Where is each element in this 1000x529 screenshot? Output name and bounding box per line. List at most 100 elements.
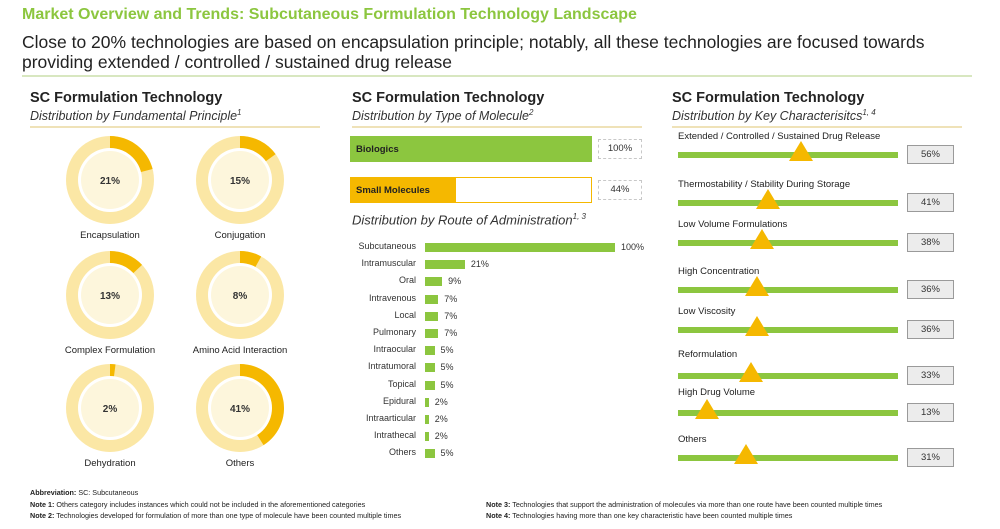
donut-complex-formulation: 13% [66,251,154,339]
molecule-panel-subtitle: Distribution by Type of Molecule2 [352,108,534,124]
route-category-label: Oral [398,275,416,286]
characteristic-marker [745,276,770,296]
page-title: Market Overview and Trends: Subcutaneous… [22,6,637,23]
characteristic-value-label: 36% [907,280,954,299]
characteristic-track [678,410,898,416]
route-value-label: 7% [444,293,458,304]
route-bar [425,415,429,424]
route-bar [425,243,615,252]
route-value-label: 5% [440,448,454,459]
donut-center [81,266,139,324]
characteristics-panel-divider [672,126,962,128]
characteristic-value-label: 56% [907,145,954,164]
donut-category-label: Conjugation [214,230,266,241]
characteristic-triangle [745,316,770,336]
route-category-label: Intraocular [373,344,416,355]
characteristic-label: Thermostability / Stability During Stora… [678,179,851,190]
characteristic-label: High Drug Volume [678,387,756,398]
route-bar [425,311,439,321]
donut-center [81,379,139,437]
route-category-label: Intraarticular [365,413,416,423]
route-bar [425,277,443,287]
characteristic-marker [734,444,759,464]
characteristic-value-label: 36% [907,320,954,339]
characteristic-value-label: 41% [907,193,954,212]
characteristic-marker [738,362,763,382]
route-bar [425,397,429,407]
characteristic-label: Others [678,434,707,445]
donut-value-label: 2% [103,404,118,415]
donut-others: 41% [196,364,285,452]
donut-encapsulation: 21% [66,136,154,224]
characteristics-panel-subtitle: Distribution by Key Characterisitcs1, 4 [672,108,876,124]
principle-panel-subtitle: Distribution by Fundamental Principle1 [30,108,242,124]
molecule-value-label: 44% [598,180,642,200]
molecule-bar [350,177,457,203]
characteristic-triangle [749,229,774,249]
footnote-4: Note 4: Technologies having more than on… [486,511,793,520]
route-bar [425,449,435,459]
donut-value-label: 13% [100,291,120,302]
donut-center [211,151,269,209]
route-category-label: Intramuscular [361,258,416,269]
route-category-label: Intrathecal [373,430,416,441]
molecule-panel-divider [352,126,642,128]
route-value-label: 2% [434,414,448,424]
characteristic-label: High Concentration [678,266,760,277]
donut-center [211,266,269,324]
donut-value-label: 15% [230,176,250,187]
route-value-label: 5% [440,345,454,356]
route-bar [425,294,439,304]
characteristic-marker [694,399,719,419]
route-bar [425,329,439,338]
donut-conjugation: 15% [196,136,284,224]
characteristic-value-label: 38% [907,233,954,252]
donut-category-label: Encapsulation [80,230,140,241]
route-bar [425,260,465,270]
donut-center [81,151,139,209]
characteristic-triangle [756,189,781,209]
route-category-label: Others [388,447,416,458]
molecule-value-label: 100% [598,139,642,159]
characteristic-value-label: 31% [907,448,954,467]
characteristic-marker [789,141,814,161]
donut-category-label: Complex Formulation [64,345,156,356]
characteristic-label: Low Viscosity [678,306,736,317]
characteristic-marker [749,229,774,249]
molecule-bar [350,136,592,162]
footnote-2: Note 2: Technologies developed for formu… [30,511,402,520]
route-category-label: Topical [387,378,416,389]
characteristic-value-label: 33% [907,366,954,385]
route-value-label: 21% [470,259,489,270]
donut-value-label: 21% [100,176,120,187]
route-value-label: 7% [444,310,458,321]
characteristic-track [678,240,898,246]
principle-panel-title: SC Formulation Technology [30,90,223,106]
page-subtitle: Close to 20% technologies are based on e… [22,32,925,72]
donut-value-label: 41% [230,404,250,415]
characteristic-marker [745,316,770,336]
characteristic-track [678,152,898,158]
route-value-label: 2% [434,396,448,407]
characteristic-track [678,455,898,461]
donut-category-label: Others [225,458,255,469]
donut-amino-acid-interaction: 8% [196,251,284,339]
header-divider [22,75,972,77]
molecule-bar-label: Biologics [356,144,399,155]
characteristic-label: Reformulation [678,349,738,360]
donut-value-label: 8% [233,291,248,302]
molecule-bar-label: Small Molecules [356,185,430,196]
route-value-label: 100% [621,242,645,252]
route-value-label: 5% [440,379,454,390]
characteristic-track [678,287,898,293]
donut-category-label: Dehydration [84,458,136,469]
route-category-label: Local [394,309,416,320]
characteristic-marker [756,189,781,209]
characteristic-triangle [745,276,770,296]
donut-center [211,379,269,437]
characteristic-track [678,327,898,333]
route-chart-title: Distribution by Route of Administration1… [352,212,586,228]
route-value-label: 9% [448,276,462,287]
characteristic-triangle [789,141,814,161]
characteristic-track [678,373,898,379]
